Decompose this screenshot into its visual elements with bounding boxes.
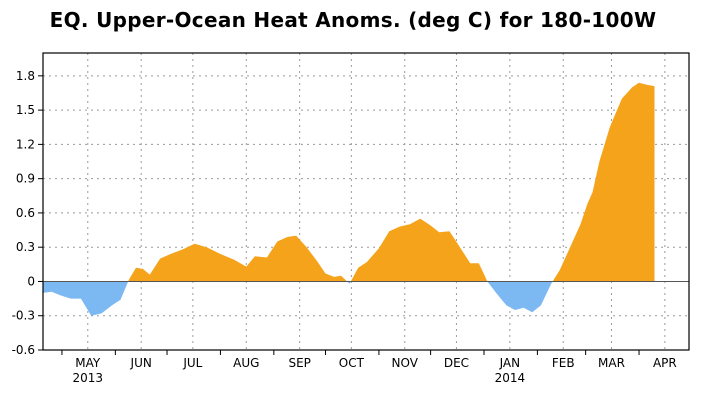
x-tick-label: JUL [182,356,202,370]
y-tick-label: 0.3 [16,240,35,254]
x-tick-label: FEB [552,356,575,370]
x-tick-label: AUG [233,356,259,370]
x-year-label: 2014 [495,371,526,385]
plot-frame [42,52,690,351]
x-tick-label: SEP [288,356,310,370]
x-tick-label: JUN [130,356,152,370]
y-tick-label: 0.9 [16,172,35,186]
y-tick-label: 1.5 [16,103,35,117]
x-tick-label: NOV [392,356,419,370]
x-tick-label: DEC [444,356,469,370]
axes [38,52,690,355]
x-tick-label: OCT [339,356,365,370]
y-tick-label: 1.2 [16,137,35,151]
negative-anomaly-area [43,281,655,316]
chart-title: EQ. Upper-Ocean Heat Anoms. (deg C) for … [49,8,657,32]
x-tick-label: MAR [598,356,625,370]
y-tick-label: 1.8 [16,69,35,83]
x-tick-label: MAY [75,356,101,370]
anomaly-area [43,82,655,316]
y-tick-label: 0 [27,274,35,288]
y-tick-label: -0.3 [12,309,35,323]
grid-lines [43,53,689,351]
x-year-label: 2013 [73,371,104,385]
x-tick-label: JAN [499,356,521,370]
y-tick-label: 0.6 [16,206,35,220]
y-tick-label: -0.6 [12,343,35,357]
y-axis-ticks: -0.6 -0.3 0 0.3 0.6 0.9 1.2 1.5 1.8 [12,69,35,357]
x-tick-label: APR [653,356,677,370]
positive-anomaly-area [128,82,655,282]
